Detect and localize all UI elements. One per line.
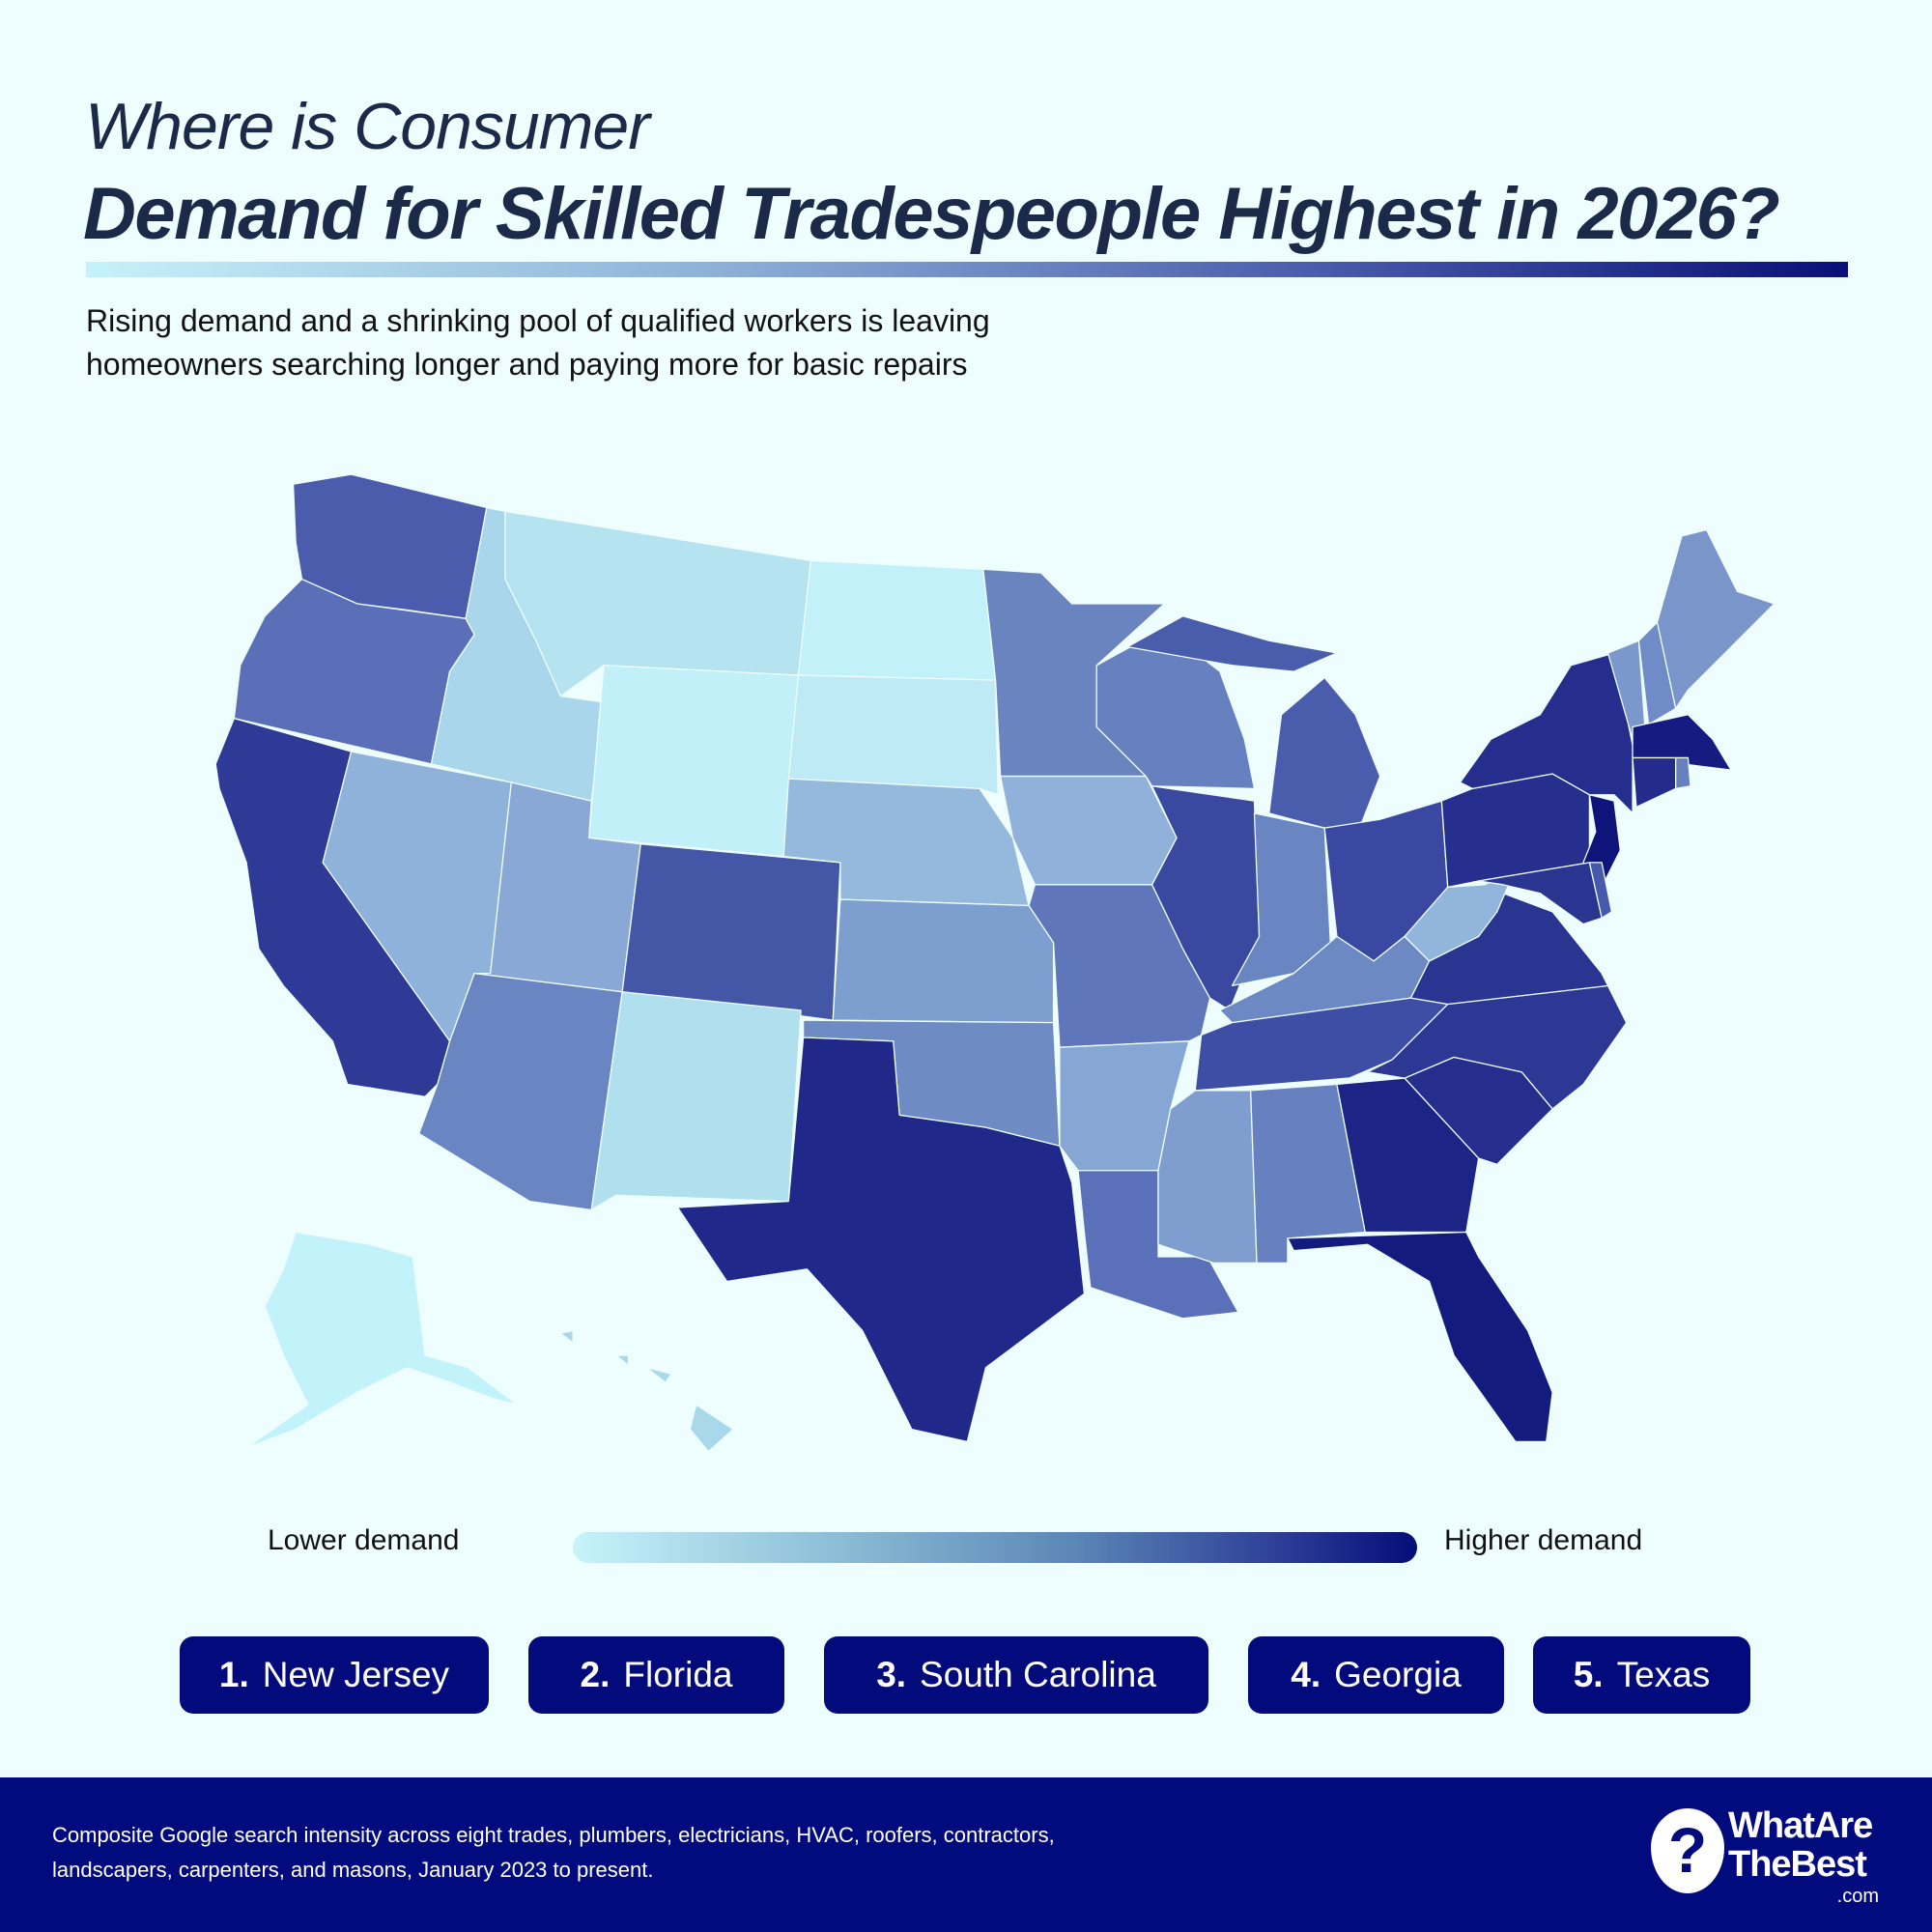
state-ga [1336,1077,1480,1234]
state-shape [1404,867,1517,962]
state-shape [1126,615,1338,672]
title-line-2: Demand for Skilled Tradespeople Highest … [83,173,1780,255]
state-shape [787,674,999,796]
state-shape [1268,676,1381,829]
rank-number: 1. [218,1655,249,1694]
rank-state: Florida [623,1655,733,1694]
state-hi [559,1329,734,1453]
legend-high-label: Higher demand [1444,1524,1643,1556]
title-line-1: Where is Consumer [85,90,650,163]
rank-number: 3. [876,1655,907,1694]
state-shape [1632,756,1677,809]
rank-badge-5: 5. Texas [1533,1636,1750,1714]
state-ks [832,898,1055,1024]
rank-number: 4. [1291,1655,1321,1694]
state-ma [1632,714,1732,771]
state-ms [1157,1090,1258,1264]
state-shape [1656,528,1776,710]
state-shape [1157,1090,1258,1264]
state-ri [1675,756,1691,789]
state-wv [1404,867,1517,962]
state-shape [559,1329,574,1344]
question-bubble-icon: ? [1651,1808,1724,1893]
rank-badge-4: 4. Georgia [1248,1636,1504,1714]
logo-line: TheBest [1728,1844,1867,1885]
state-me [1656,528,1776,710]
state-shape [1287,1231,1553,1442]
state-shape [1367,984,1628,1110]
state-nm [590,991,802,1211]
state-shape [615,1354,630,1366]
rank-number: 5. [1573,1655,1604,1694]
subtitle-line: Rising demand and a shrinking pool of qu… [86,303,990,338]
legend-low-label: Lower demand [268,1524,460,1556]
brand-logo: ? WhatAre TheBest .com [1651,1805,1883,1907]
state-sd [787,674,999,796]
state-co [621,843,841,1021]
state-nd [797,559,997,681]
state-shape [245,1231,519,1449]
subtitle-line: homeowners searching longer and paying m… [86,347,968,382]
rank-state: South Carolina [920,1655,1156,1694]
state-tx [676,1037,1086,1442]
state-shape [1632,714,1732,771]
state-shape [689,1404,734,1453]
rank-state: New Jersey [262,1655,450,1694]
state-shape [797,559,997,681]
rank-number: 2. [580,1655,611,1694]
state-ct [1632,756,1677,809]
legend-gradient [573,1532,1417,1563]
logo-domain: .com [1836,1886,1879,1907]
rank-badge-1: 1. New Jersey [180,1636,489,1714]
state-ia [1000,775,1178,886]
logo-wordmark: WhatAre TheBest [1728,1805,1873,1885]
logo-line: WhatAre [1728,1805,1873,1846]
state-shape [621,843,841,1021]
state-shape [1588,862,1613,919]
state-de [1588,862,1613,919]
state-fl [1287,1231,1553,1442]
state-nc [1367,984,1628,1110]
state-shape [676,1037,1086,1442]
footer-note: Composite Google search intensity across… [52,1823,1055,1882]
rank-badge-3: 3. South Carolina [824,1636,1208,1714]
state-shape [1675,756,1691,789]
state-shape [590,991,802,1211]
rank-badge-2: 2. Florida [528,1636,784,1714]
subtitle: Rising demand and a shrinking pool of qu… [86,299,990,386]
rank-state: Georgia [1334,1655,1462,1694]
state-shape [1000,775,1178,886]
state-shape [588,665,800,858]
state-ny [1459,652,1634,814]
state-ak [245,1231,519,1449]
rank-state: Texas [1616,1655,1711,1694]
state-mi [1126,615,1381,829]
footer [0,1777,1932,1932]
state-shape [1336,1077,1480,1234]
state-wy [588,665,800,858]
title-gradient-bar [86,262,1848,277]
state-shape [832,898,1055,1024]
state-shape [646,1367,672,1383]
state-shape [1459,652,1634,814]
